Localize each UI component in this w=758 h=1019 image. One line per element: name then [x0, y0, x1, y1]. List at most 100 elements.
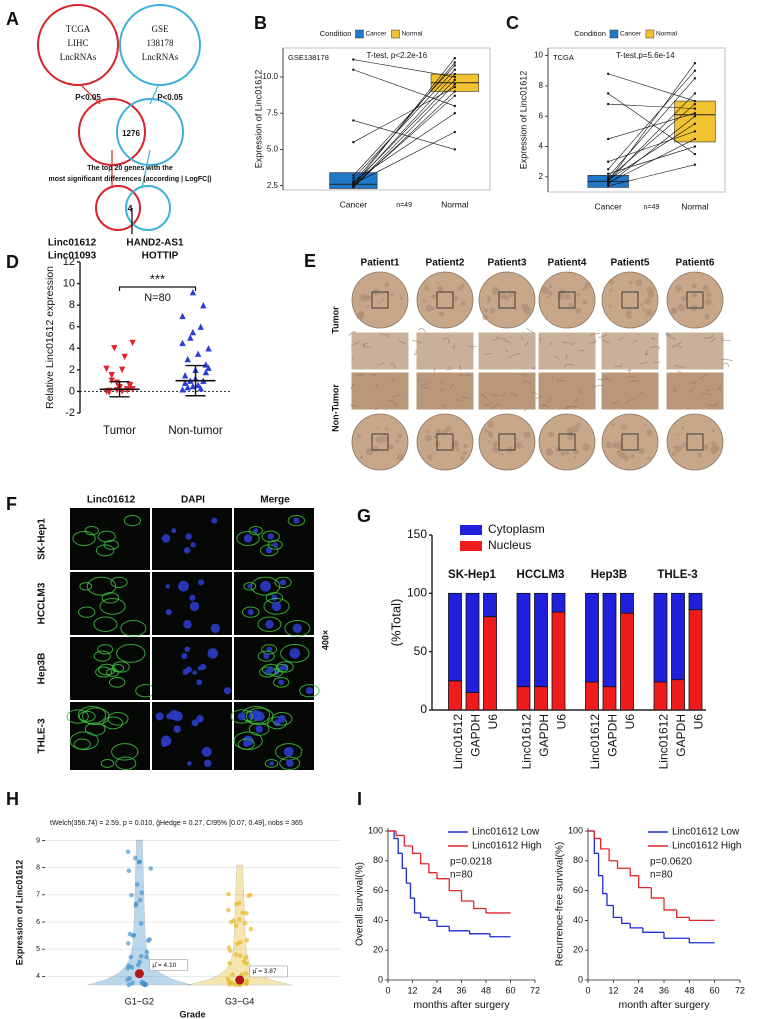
row-label: Hep3B: [37, 653, 48, 685]
tissue-texture: [675, 285, 683, 292]
nucleus-stain: [285, 759, 294, 767]
tissue-texture: [588, 338, 597, 344]
survival-step: [600, 838, 610, 850]
tissue-texture: [366, 304, 370, 308]
nucleus-stain: [191, 719, 199, 727]
tissue-texture: [592, 384, 604, 387]
pair-line: [353, 131, 455, 185]
survival-step: [663, 932, 690, 939]
cell-stain: [116, 644, 146, 663]
data-point: [197, 384, 204, 392]
tissue-texture: [413, 350, 417, 355]
bar-segment: [671, 592, 685, 681]
cell-stain: [230, 709, 253, 724]
bar-segment: [602, 686, 617, 711]
test-label: T-test,p=5.6e-14: [616, 51, 675, 60]
tissue-texture: [462, 450, 467, 456]
pair-point: [606, 72, 610, 75]
venn-shapes: [37, 4, 201, 234]
tissue-texture: [539, 337, 542, 343]
venn-filter: P<0.05: [157, 93, 183, 102]
tissue-texture: [355, 373, 366, 376]
venn-set-label: TCGA: [66, 24, 91, 34]
jitter-dot: [126, 982, 132, 988]
mean-label-box: [249, 965, 288, 978]
jitter-dot: [137, 897, 143, 903]
tissue-texture: [397, 433, 403, 439]
cell-stain: [259, 544, 279, 557]
data-point: [194, 350, 202, 357]
zoom-box: [436, 291, 454, 309]
row-label: Non-Tumor: [330, 384, 340, 432]
tissue-texture: [422, 299, 427, 304]
jitter-dot: [126, 963, 132, 969]
data-point: [189, 328, 197, 336]
column-header: DAPI: [181, 495, 205, 506]
data-point: [179, 339, 186, 347]
bar-segment: [516, 686, 531, 711]
x-tick-label: GAPDH: [606, 714, 620, 757]
tissue-texture: [615, 441, 624, 450]
tissue-texture: [363, 294, 369, 300]
y-tick-label: 60: [373, 885, 383, 895]
data-point: [181, 379, 189, 386]
tissue-texture: [705, 313, 709, 317]
tissue-texture: [348, 330, 357, 336]
venn-circle: [37, 4, 119, 86]
survival-step: [420, 912, 429, 919]
pair-point: [606, 180, 610, 183]
y-tick-label: 8: [539, 81, 544, 90]
tissue-texture: [689, 381, 697, 385]
nucleus-stain: [279, 579, 287, 586]
venn-set-label: 138178: [147, 38, 175, 48]
tissue-texture: [523, 407, 528, 412]
data-point: [181, 372, 189, 379]
pair-point: [453, 112, 457, 115]
tissue-texture: [611, 400, 618, 405]
jitter-dot: [248, 926, 254, 932]
cell-stain: [97, 663, 116, 676]
data-point: [103, 365, 110, 372]
tissue-texture: [554, 355, 560, 360]
survival-step: [621, 917, 631, 925]
tissue-texture: [523, 341, 529, 347]
jitter-dot: [144, 954, 149, 960]
data-point: [205, 364, 212, 371]
survival-step: [405, 868, 411, 884]
jitter-dot: [126, 868, 132, 874]
venn-circle: [116, 98, 184, 166]
jitter-dot: [230, 972, 235, 978]
cell-stain: [95, 666, 113, 678]
data-point: [129, 339, 136, 347]
survival-step: [469, 930, 491, 935]
survival-step: [401, 853, 407, 869]
y-tick-label: 6: [36, 919, 40, 926]
cell-stain: [107, 712, 129, 726]
jitter-dot: [129, 892, 134, 898]
cell-stain: [274, 576, 292, 588]
cell-stain: [84, 525, 99, 536]
cell-stain: [261, 644, 278, 655]
tissue-texture: [350, 341, 360, 347]
cell-stain: [78, 606, 96, 618]
panel-label: E: [304, 251, 316, 271]
nucleus-stain: [161, 741, 168, 748]
nucleus-stain: [165, 584, 170, 589]
group-label: THLE-3: [657, 569, 697, 581]
pair-point: [453, 94, 457, 98]
jitter-dot: [244, 960, 249, 966]
cell-stain: [287, 514, 306, 527]
tissue-texture: [492, 447, 499, 453]
n-label: n=49: [396, 202, 412, 209]
x-tick-label: 0: [385, 985, 390, 995]
jitter-dot: [138, 953, 144, 959]
pair-point: [453, 85, 457, 89]
group-label: Hep3B: [591, 569, 627, 581]
survival-step: [612, 905, 622, 919]
jitter-dot: [226, 907, 231, 913]
jitter-dot: [237, 953, 243, 958]
p-label: p=0.0620: [650, 857, 692, 868]
survival-step: [608, 848, 618, 862]
pair-point: [693, 137, 697, 141]
bar-segment: [534, 592, 548, 688]
